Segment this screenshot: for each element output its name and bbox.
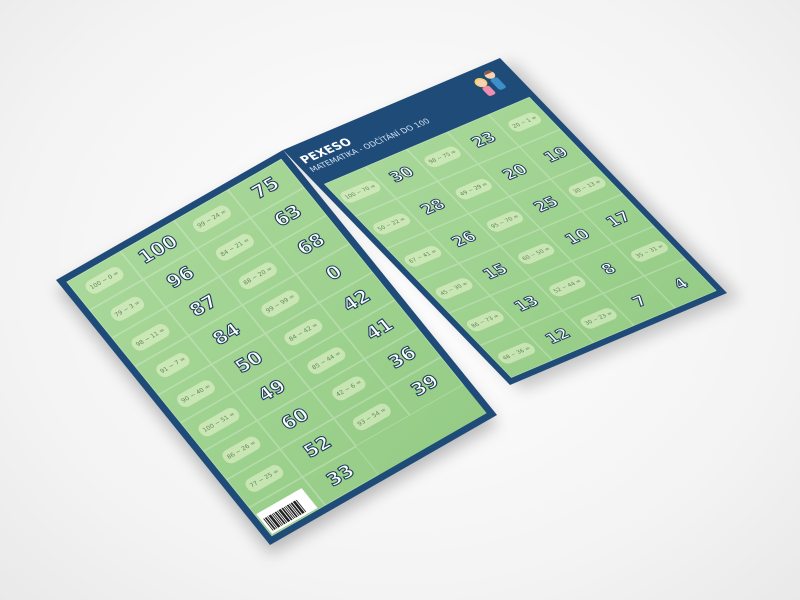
number-label: 87	[185, 291, 223, 322]
equation-label: 48 − 36 =	[495, 340, 538, 366]
equation-label: 95 − 70 =	[483, 209, 526, 234]
number-label: 8	[596, 259, 621, 278]
number-label: 20	[497, 160, 532, 184]
equation-label: 49 − 29 =	[452, 176, 495, 201]
number-label: 33	[322, 460, 360, 491]
number-label: 7	[627, 291, 652, 310]
equation-label: 35 − 31 =	[628, 238, 671, 264]
equation-label: 50 − 22 =	[370, 211, 413, 236]
equation-label: 100 − 70 =	[337, 178, 383, 205]
equation-label: 42 − 6 =	[329, 374, 369, 404]
number-label: 63	[270, 201, 308, 232]
equation-label: 79 − 3 =	[107, 294, 148, 324]
number-label: 96	[162, 263, 200, 294]
number-label: 84	[208, 319, 246, 350]
number-label: 50	[231, 347, 269, 378]
number-label: 0	[321, 261, 347, 285]
number-label: 52	[299, 432, 337, 463]
equation-label: 60 − 50 =	[514, 241, 558, 266]
number-label: 60	[276, 404, 314, 435]
children-mascot-icon	[474, 70, 506, 96]
equation-label: 30 − 23 =	[577, 306, 620, 331]
cover-header: PEXESO MATEMATIKA - ODČÍTÁNÍ DO 100	[292, 64, 527, 182]
equation-label: 30 − 13 =	[565, 174, 608, 199]
number-label: 12	[540, 324, 575, 348]
number-label: 39	[407, 371, 445, 402]
number-label: 10	[560, 224, 595, 248]
front-cover-page: PEXESO MATEMATIKA - ODČÍTÁNÍ DO 100 100 …	[283, 57, 727, 386]
number-label: 28	[415, 194, 450, 218]
number-label: 75	[247, 173, 285, 204]
number-label: 25	[528, 192, 563, 216]
number-label: 4	[668, 274, 693, 293]
equation-label: 98 − 75 =	[421, 144, 464, 169]
number-label: 23	[466, 127, 501, 151]
number-label: 15	[477, 259, 512, 283]
equation-label: 20 − 1 =	[504, 110, 544, 134]
equation-label: 67 − 41 =	[401, 243, 444, 269]
number-label: 42	[338, 286, 376, 317]
number-label: 19	[538, 142, 573, 166]
equation-label: 86 − 73 =	[463, 308, 507, 333]
number-label: 13	[509, 291, 544, 315]
equation-label: 93 − 54 =	[350, 401, 394, 433]
number-label: 26	[446, 227, 481, 251]
number-label: 41	[361, 314, 399, 345]
number-label: 36	[384, 342, 422, 373]
equation-label: 91 − 7 =	[153, 350, 193, 380]
number-label: 49	[254, 376, 292, 407]
equation-label: 52 − 44 =	[546, 273, 589, 298]
number-label: 30	[384, 162, 419, 186]
number-label: 17	[601, 207, 636, 231]
equation-label: 45 − 30 =	[432, 276, 475, 301]
number-label: 68	[293, 229, 331, 260]
